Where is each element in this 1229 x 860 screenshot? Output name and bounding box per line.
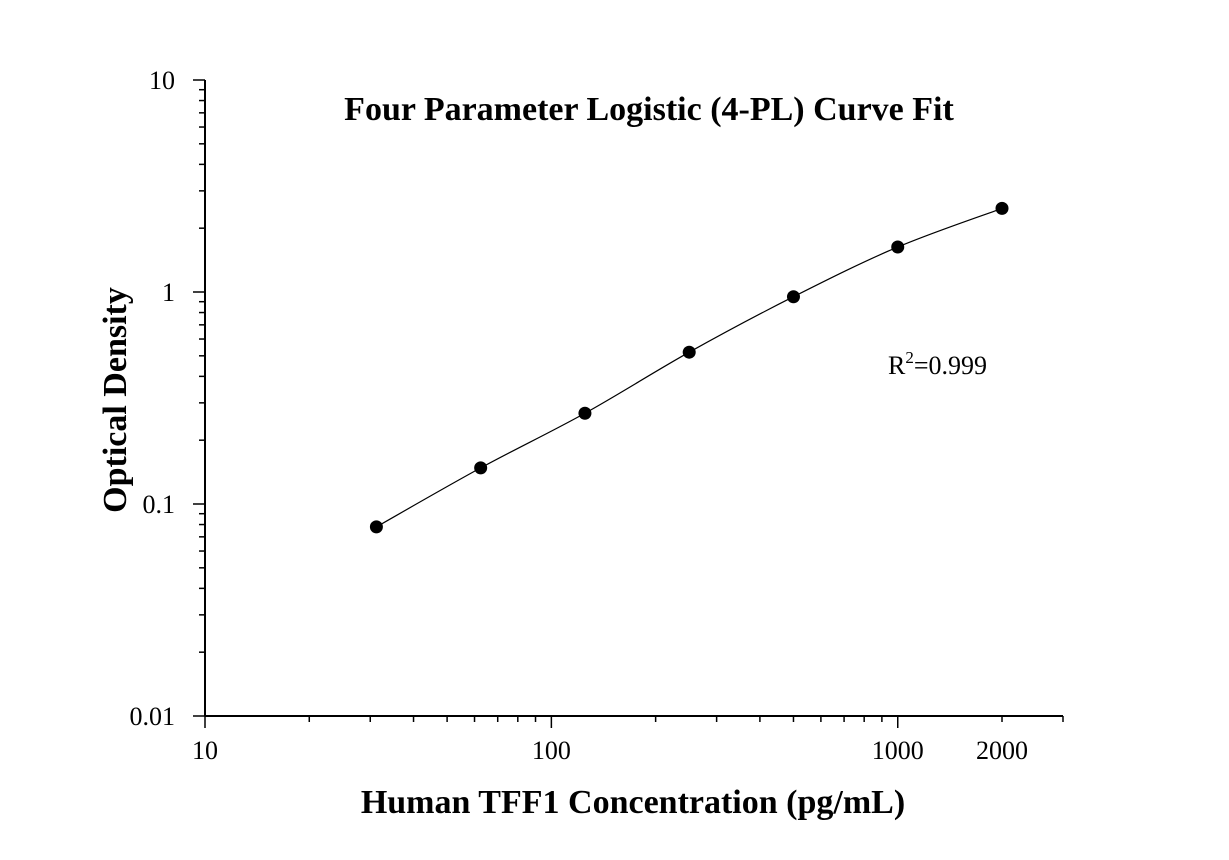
chart-title: Four Parameter Logistic (4-PL) Curve Fit	[344, 91, 954, 128]
data-point	[369, 520, 383, 534]
x-tick-label: 1000	[872, 736, 924, 765]
x-tick-label: 10	[192, 736, 218, 765]
r-squared-superscript: 2	[905, 348, 914, 367]
x-axis-label: Human TFF1 Concentration (pg/mL)	[361, 784, 905, 821]
data-points	[369, 201, 1009, 534]
x-tick-label: 2000	[976, 736, 1028, 765]
fit-curve-layer	[376, 207, 1003, 528]
x-tick-label: 100	[532, 736, 571, 765]
axes	[204, 80, 1063, 717]
y-tick-label: 0.1	[143, 490, 176, 519]
y-axis-label: Optical Density	[97, 287, 134, 513]
r-squared-value: =0.999	[914, 351, 987, 380]
data-point	[786, 290, 800, 304]
data-point	[682, 345, 696, 359]
data-point	[891, 240, 905, 254]
r-squared-annotation: R2=0.999	[888, 348, 987, 380]
data-point	[995, 201, 1009, 215]
data-point	[578, 406, 592, 420]
ticks: 0.01 0.1 1 10 10 100 1000 2000	[130, 66, 1064, 765]
fit-curve	[376, 207, 1003, 528]
y-tick-label: 10	[149, 66, 175, 95]
y-tick-label: 0.01	[130, 702, 176, 731]
y-tick-label: 1	[162, 278, 175, 307]
r-squared-base: R	[888, 351, 906, 380]
data-point	[474, 461, 488, 475]
